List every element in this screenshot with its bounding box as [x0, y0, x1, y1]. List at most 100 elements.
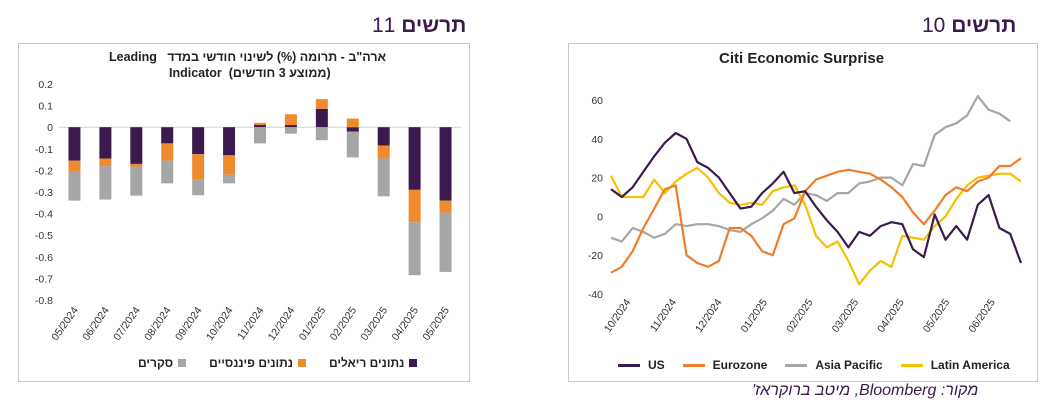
chart-legend: US Eurozone Asia Pacific Latin America — [609, 358, 1019, 372]
y-tick-label: 0 — [47, 122, 53, 134]
x-tick-label: 01/2025 — [739, 297, 771, 335]
bar-surveys — [439, 212, 452, 272]
figure-11-label: תרשים 11 — [372, 14, 467, 37]
x-tick-label: 08/2024 — [142, 305, 174, 343]
bar-surveys — [68, 171, 81, 201]
legend-item-latin-america: Latin America — [900, 358, 1010, 372]
y-tick-label: 60 — [591, 95, 603, 107]
bar-financial — [377, 145, 390, 159]
bar-financial — [346, 118, 359, 128]
bar-financial — [99, 158, 112, 167]
y-tick-label: 0.2 — [38, 79, 53, 91]
x-tick-label: 03/2025 — [830, 297, 862, 335]
bar-surveys — [408, 222, 421, 276]
bar-surveys — [223, 174, 236, 184]
x-tick-label: 07/2024 — [111, 305, 143, 343]
legend-label-us: US — [648, 358, 665, 372]
bar-real — [99, 127, 112, 159]
series-line-eurozone — [610, 157, 1022, 274]
legend-swatch-latin-america — [900, 363, 923, 367]
y-tick-label: -0.3 — [35, 187, 53, 199]
legend-item-eurozone: Eurozone — [682, 358, 768, 372]
x-tick-label: 03/2025 — [359, 305, 391, 343]
legend-label-financial: נתונים פיננסיים — [209, 356, 293, 370]
bar-financial — [161, 143, 174, 161]
source-note: מקור: Bloomberg, מיטב ברוקראז' — [752, 382, 979, 399]
bar-surveys — [284, 127, 297, 134]
chart-legend: נתונים ריאלים נתונים פיננסיים סקרים — [129, 356, 431, 370]
legend-item-real: נתונים ריאלים — [329, 356, 422, 370]
bar-real — [68, 127, 81, 161]
legend-label-real: נתונים ריאלים — [328, 356, 405, 370]
bar-financial — [68, 160, 81, 172]
bar-financial — [223, 155, 236, 175]
x-tick-label: 01/2025 — [297, 305, 329, 343]
y-tick-label: -0.6 — [35, 252, 53, 264]
bar-financial — [284, 114, 297, 126]
legend-swatch-asia-pacific — [785, 363, 808, 367]
x-tick-label: 05/2025 — [420, 305, 452, 343]
bar-financial — [130, 163, 143, 167]
x-tick-label: 11/2024 — [648, 297, 679, 334]
bar-real — [192, 127, 205, 155]
x-tick-label: 05/2025 — [921, 297, 953, 335]
bar-real — [130, 127, 143, 164]
x-tick-label: 02/2025 — [328, 305, 360, 343]
legend-label-eurozone: Eurozone — [712, 358, 768, 372]
y-tick-label: 40 — [591, 134, 603, 146]
y-tick-label: -0.8 — [35, 295, 53, 307]
series-line-latin-america — [610, 166, 1022, 286]
y-tick-label: -0.5 — [35, 230, 53, 242]
y-tick-label: -40 — [588, 289, 603, 301]
bar-surveys — [254, 127, 266, 144]
x-tick-label: 09/2024 — [173, 305, 205, 343]
legend-swatch-surveys — [178, 359, 187, 367]
x-tick-label: 05/2024 — [49, 305, 81, 343]
x-tick-label: 12/2024 — [693, 297, 725, 335]
legend-label-asia-pacific: Asia Pacific — [815, 358, 883, 372]
bar-surveys — [377, 158, 390, 197]
x-tick-label: 06/2025 — [966, 297, 998, 335]
bar-surveys — [315, 127, 328, 141]
bar-financial — [192, 154, 205, 180]
bar-surveys — [99, 166, 112, 200]
bar-surveys — [192, 179, 205, 196]
chart-title-line-2: Indicator (ממוצע 3 חודשים) — [169, 66, 331, 80]
chart-title-line-2-latin: Indicator — [169, 66, 222, 80]
y-tick-label: -0.4 — [35, 209, 53, 221]
x-tick-label: 10/2024 — [204, 305, 236, 343]
bar-real — [284, 125, 297, 128]
legend-label-surveys: סקרים — [138, 356, 174, 370]
citi-surprise-chart-panel: Citi Economic Surprise 60 40 20 0 -20 -40 10/2… — [568, 43, 1038, 382]
bar-surveys — [346, 131, 359, 158]
chart-title: Citi Economic Surprise — [719, 50, 885, 67]
chart-title-line-2-hebrew: (ממוצע 3 חודשים) — [228, 66, 331, 80]
x-tick-label: 06/2024 — [80, 305, 112, 343]
bar-surveys — [130, 166, 143, 196]
y-tick-label: 0.1 — [38, 101, 53, 113]
bar-real — [254, 125, 266, 128]
legend-label-latin-america: Latin America — [930, 358, 1010, 372]
bar-real — [223, 127, 236, 156]
chart-title-line-1: Leading ארה"ב - תרומה (%) לשינוי חודשי ב… — [109, 50, 386, 64]
legend-item-financial: נתונים פיננסיים — [209, 356, 311, 370]
bar-financial — [315, 99, 328, 109]
legend-swatch-eurozone — [682, 363, 705, 367]
figure-10-label: תרשים 10 — [922, 14, 1017, 37]
chart-title-line-1-latin: Leading — [109, 50, 157, 64]
bar-financial — [408, 189, 421, 223]
bar-real — [346, 127, 359, 132]
bar-real — [439, 127, 452, 201]
legend-item-us: US — [618, 358, 665, 372]
y-tick-label: -20 — [588, 250, 603, 262]
stacked-bar-chart: 0.20.10-0.1-0.2-0.3-0.4-0.5-0.6-0.7-0.80… — [35, 79, 461, 343]
legend-swatch-real — [409, 359, 418, 367]
bar-financial — [439, 200, 452, 213]
y-tick-label: 0 — [597, 211, 603, 223]
legend-item-asia-pacific: Asia Pacific — [785, 358, 883, 372]
y-tick-label: 20 — [591, 173, 603, 185]
bar-real — [408, 127, 421, 190]
legend-swatch-us — [618, 363, 640, 367]
bar-financial — [254, 122, 266, 126]
